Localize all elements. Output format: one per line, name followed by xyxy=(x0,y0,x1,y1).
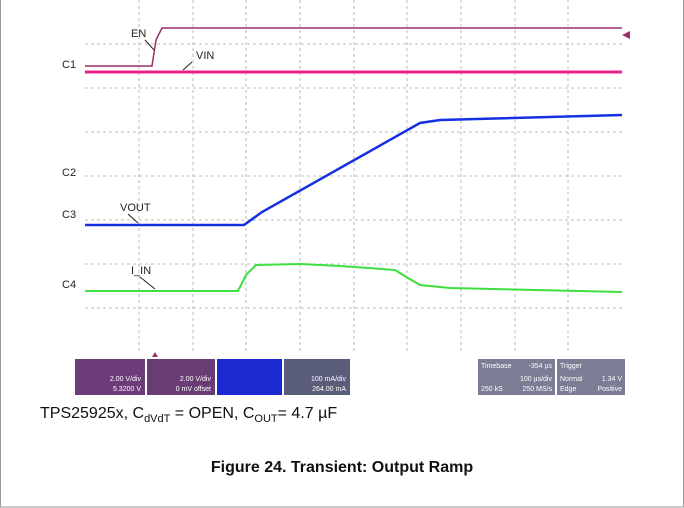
caption-text: = OPEN, C xyxy=(170,405,254,422)
caption-text: = 4.7 µF xyxy=(278,405,338,422)
c1-box xyxy=(75,359,145,395)
status-text: 5.3200 V xyxy=(113,386,141,393)
status-text: Timebase xyxy=(481,363,512,370)
status-text: Positive xyxy=(597,386,622,393)
timebase-box xyxy=(478,359,555,395)
channel-label: C3 xyxy=(62,209,76,221)
status-text: 100 µs/div xyxy=(520,376,553,383)
caption: TPS25925x, CdVdT = OPEN, COUT= 4.7 µF xyxy=(40,405,337,425)
status-text: Edge xyxy=(560,386,576,393)
leader xyxy=(144,39,155,51)
channel-label: C1 xyxy=(62,59,76,71)
caption-text: TPS25925x, C xyxy=(40,405,144,422)
grid xyxy=(85,0,622,352)
status-text: 250 kS xyxy=(481,386,503,393)
status-text: 2.00 V/div xyxy=(110,376,142,383)
trace-label: EN xyxy=(131,28,146,40)
en-trace xyxy=(85,27,622,67)
status-text: Normal xyxy=(560,376,583,383)
marker xyxy=(152,352,158,357)
status-text: 0 mV offset xyxy=(176,386,211,393)
status-text: -354 µs xyxy=(529,363,553,370)
channel-label: C4 xyxy=(62,279,76,291)
caption-sub: dVdT xyxy=(144,413,171,425)
vout-trace xyxy=(85,113,623,227)
c4-box xyxy=(284,359,350,395)
trigger-box xyxy=(557,359,625,395)
scope-screen xyxy=(85,0,622,352)
figure-title: Figure 24. Transient: Output Ramp xyxy=(211,459,473,476)
status-text: Trigger xyxy=(560,363,583,370)
trace-label: I_IN xyxy=(131,265,151,277)
trace-label: VIN xyxy=(196,50,214,62)
status-text: 1.34 V xyxy=(602,376,623,383)
status-text: 100 mA/div xyxy=(311,376,347,383)
leader xyxy=(182,61,193,71)
channel-label: C2 xyxy=(62,167,76,179)
trigger-arrow xyxy=(622,31,630,39)
c2-box xyxy=(147,359,215,395)
iin-trace xyxy=(85,262,623,293)
caption-sub: OUT xyxy=(254,413,278,425)
status-text: 2.00 V/div xyxy=(180,376,212,383)
c3-box xyxy=(217,359,282,395)
leader xyxy=(139,276,156,290)
trace-label: VOUT xyxy=(120,202,151,214)
leader xyxy=(127,213,139,224)
status-text: 250 MS/s xyxy=(522,386,552,393)
status-text: 264.00 mA xyxy=(312,386,346,393)
